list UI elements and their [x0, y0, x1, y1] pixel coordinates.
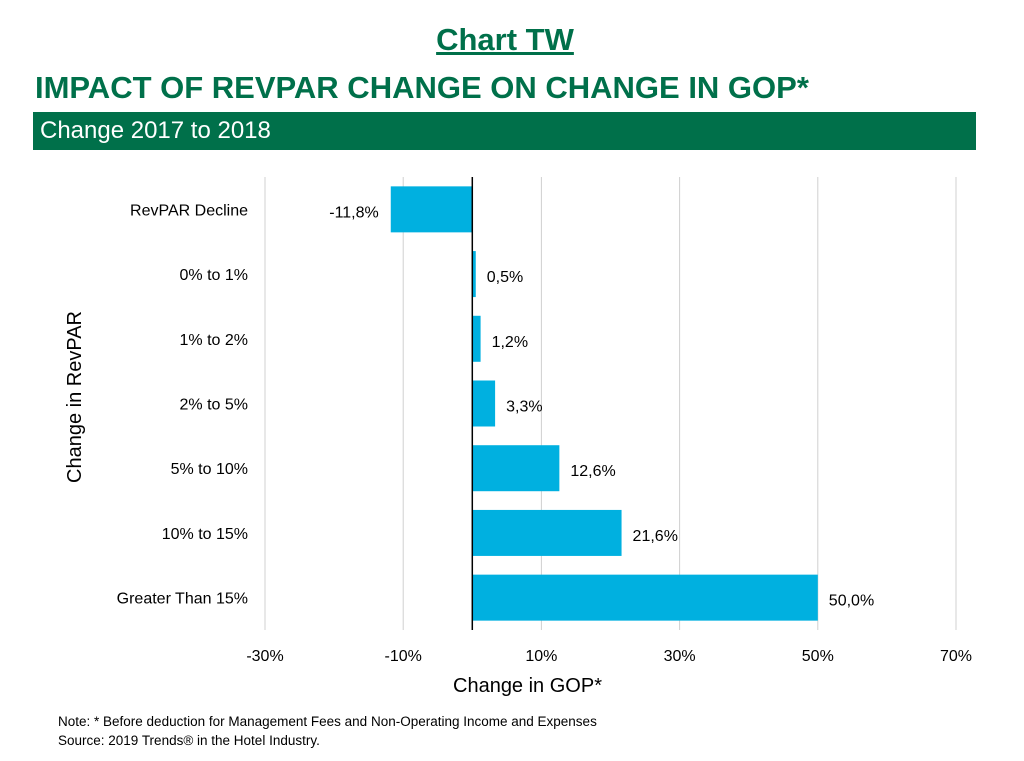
y-axis-title: Change in RevPAR [64, 311, 86, 483]
data-label: 12,6% [570, 463, 615, 480]
data-label: 3,3% [506, 399, 542, 416]
subtitle-banner: Change 2017 to 2018 [33, 112, 976, 150]
chart-title: IMPACT OF REVPAR CHANGE ON CHANGE IN GOP… [35, 70, 809, 105]
source-line: Source: 2019 Trends® in the Hotel Indust… [58, 733, 320, 748]
y-tick-label: RevPAR Decline [130, 202, 248, 219]
bar [472, 574, 818, 621]
y-tick-label: Greater Than 15% [117, 591, 248, 608]
bar [390, 186, 473, 233]
data-label: 1,2% [492, 334, 528, 351]
bar [472, 315, 481, 362]
x-tick-label: 50% [802, 648, 834, 665]
y-tick-label: 5% to 10% [171, 461, 248, 478]
x-tick-label: -10% [385, 648, 422, 665]
bar [472, 509, 622, 556]
x-tick-label: -30% [246, 648, 283, 665]
y-tick-label: 0% to 1% [180, 267, 248, 284]
bar [472, 380, 496, 427]
notes: Note: * Before deduction for Management … [58, 712, 597, 750]
x-tick-label: 10% [525, 648, 557, 665]
data-label: 50,0% [829, 593, 874, 610]
x-axis-title: Change in GOP* [453, 675, 602, 697]
data-label: 21,6% [633, 528, 678, 545]
bar [472, 251, 476, 298]
y-tick-label: 10% to 15% [162, 526, 248, 543]
y-tick-label: 1% to 2% [180, 332, 248, 349]
x-tick-label: 30% [664, 648, 696, 665]
data-label: 0,5% [487, 269, 523, 286]
bar [472, 445, 560, 492]
note-line: Note: * Before deduction for Management … [58, 714, 597, 729]
chart-label: Chart TW [436, 22, 574, 57]
x-tick-label: 70% [940, 648, 972, 665]
data-label: -11,8% [329, 204, 379, 221]
y-tick-label: 2% to 5% [180, 397, 248, 414]
